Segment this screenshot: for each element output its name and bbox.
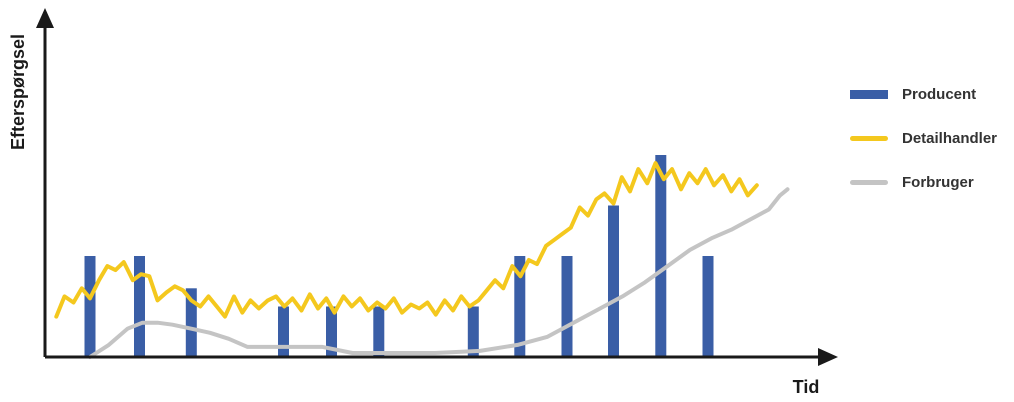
- producer-bar: [702, 256, 714, 357]
- producer-bar: [467, 306, 479, 357]
- producer-bar: [185, 288, 197, 357]
- producer-bar: [655, 155, 667, 357]
- legend-item-producer: Producent: [850, 84, 997, 104]
- legend-item-consumer: Forbruger: [850, 172, 997, 192]
- producer-bar: [84, 256, 96, 357]
- legend-label-consumer: Forbruger: [902, 173, 974, 191]
- legend-swatch-consumer: [850, 179, 888, 185]
- producer-bar: [326, 306, 337, 357]
- retailer-series-line: [54, 161, 759, 319]
- x-axis-title: Tid: [793, 377, 820, 397]
- producer-bars: [84, 155, 714, 357]
- producer-bar: [514, 256, 526, 357]
- producer-bar: [134, 256, 145, 357]
- producer-bar: [608, 205, 619, 357]
- y-axis-arrowhead: [36, 8, 54, 28]
- legend-label-producer: Producent: [902, 85, 977, 103]
- axes: [36, 8, 838, 366]
- chart-legend: Producent Detailhandler Forbruger: [850, 84, 997, 216]
- producer-bar: [278, 306, 289, 357]
- consumer-series-line: [88, 187, 790, 359]
- legend-item-retailer: Detailhandler: [850, 128, 997, 148]
- legend-swatch-retailer: [850, 135, 888, 141]
- legend-swatch-producer: [850, 89, 888, 99]
- producer-bar: [561, 256, 573, 357]
- y-axis-title: Efterspørgsel: [8, 34, 28, 150]
- x-axis-arrowhead: [818, 348, 838, 366]
- producer-bar: [373, 306, 385, 357]
- legend-label-retailer: Detailhandler: [902, 129, 998, 147]
